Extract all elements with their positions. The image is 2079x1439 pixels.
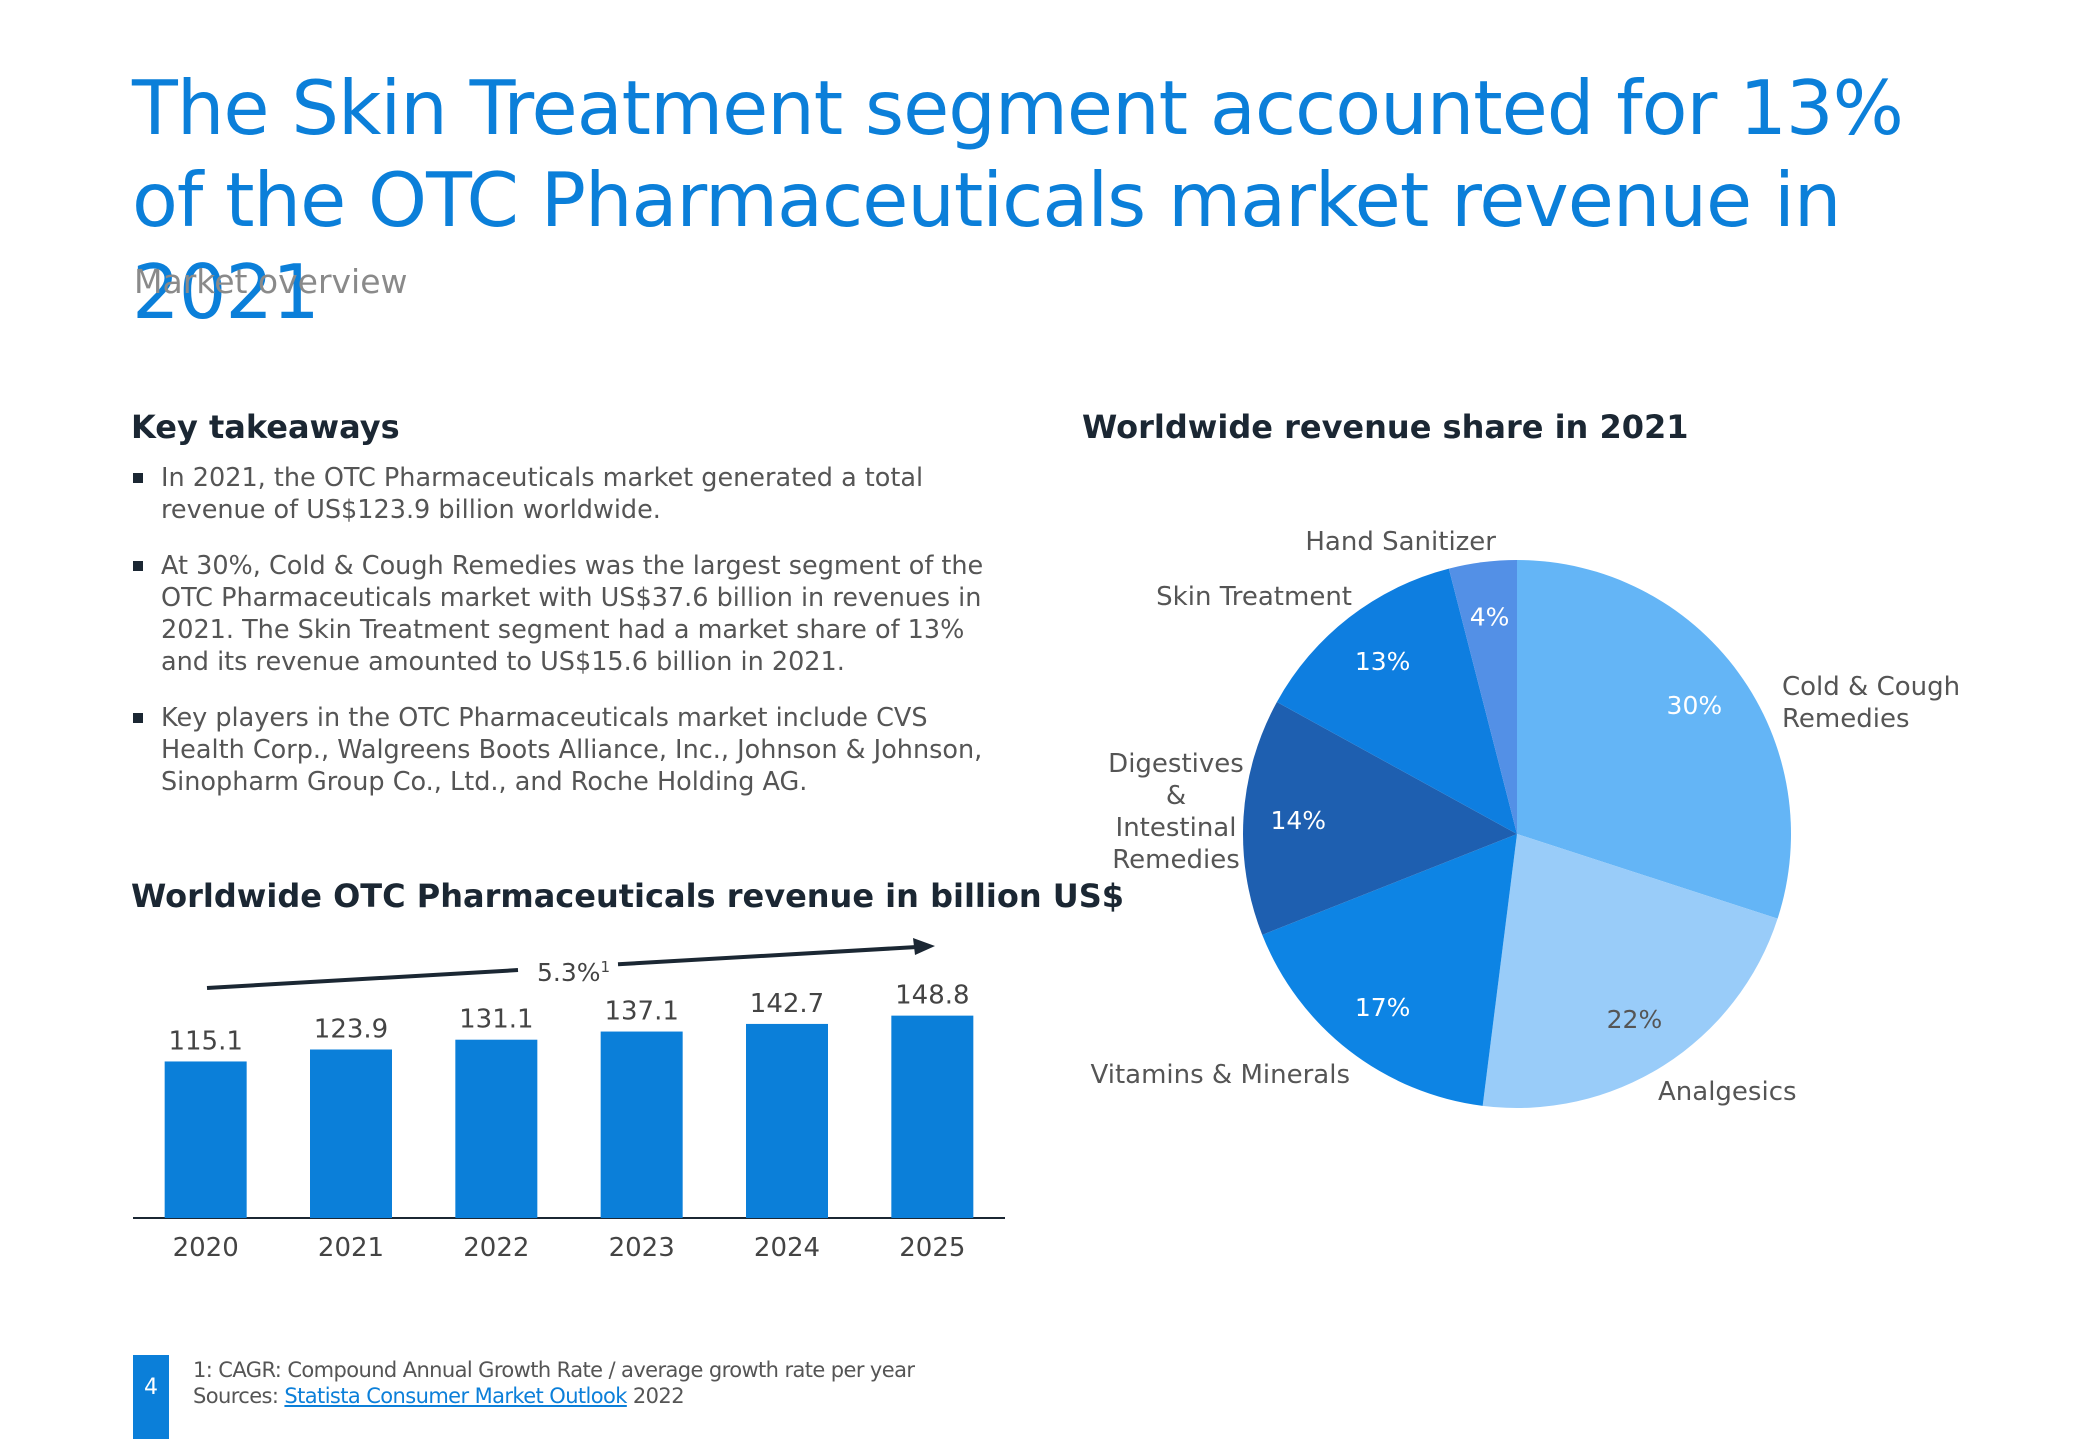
pie-category-label-line: Intestinal (1116, 813, 1237, 843)
pie-value-label: 17% (1355, 993, 1411, 1022)
pie-category-label: Vitamins & Minerals (1091, 1060, 1350, 1090)
pie-category-label: Hand Sanitizer (1305, 527, 1496, 557)
pie-value-label: 13% (1355, 647, 1411, 676)
footer-accent-bar (133, 1355, 169, 1439)
source-year: 2022 (632, 1384, 685, 1408)
pie-category-label-line: Digestives (1108, 749, 1244, 779)
bar (746, 1023, 828, 1218)
cagr-superscript: 1 (601, 958, 611, 976)
x-tick-label: 2025 (899, 1233, 965, 1263)
x-tick-label: 2024 (754, 1233, 820, 1263)
x-tick-label: 2023 (609, 1233, 675, 1263)
pie-value-label: 22% (1607, 1005, 1663, 1034)
x-tick-label: 2021 (318, 1233, 384, 1263)
pie-category-label-line: & (1166, 781, 1186, 811)
page-subtitle: Market overview (134, 262, 408, 301)
footnote: 1: CAGR: Compound Annual Growth Rate / a… (193, 1358, 915, 1382)
pie-slice (1448, 560, 1517, 834)
cagr-annotation: 5.3%1 (537, 958, 610, 987)
pie-slice (1482, 834, 1778, 1109)
bar-data-label: 137.1 (604, 997, 678, 1027)
pie-category-label-line: Cold & Cough (1782, 672, 1960, 702)
pie-category-label: Skin Treatment (1156, 582, 1352, 612)
bar-chart-title: Worldwide OTC Pharmaceuticals revenue in… (131, 877, 1125, 915)
pie-category-label-line: Analgesics (1658, 1077, 1797, 1107)
pie-category-label-line: Hand Sanitizer (1305, 527, 1496, 557)
sources-label: Sources: (193, 1384, 279, 1408)
cagr-arrow-line (617, 945, 918, 967)
bar-data-label: 115.1 (168, 1026, 242, 1056)
bar (600, 1031, 683, 1218)
pie-category-label: Cold & Cough Remedies (1782, 672, 1960, 734)
pie-value-label: 4% (1470, 603, 1510, 632)
source-link[interactable]: Statista Consumer Market Outlook (284, 1384, 627, 1408)
pie-chart-title: Worldwide revenue share in 2021 (1082, 408, 1689, 446)
page-number: 4 (144, 1375, 158, 1400)
page-title: The Skin Treatment segment accounted for… (132, 64, 1904, 336)
pie-value-label: 30% (1667, 691, 1723, 720)
x-tick-label: 2020 (173, 1233, 239, 1263)
bar-data-label: 131.1 (459, 1005, 533, 1035)
pie-slice (1276, 568, 1517, 834)
takeaway-item: Key players in the OTC Pharmaceuticals m… (132, 702, 1012, 798)
bar (455, 1039, 538, 1218)
cagr-arrow-head (913, 938, 935, 955)
pie-category-label-line: Vitamins & Minerals (1091, 1060, 1350, 1090)
bar-data-label: 148.8 (895, 981, 969, 1011)
takeaways-list: In 2021, the OTC Pharmaceuticals market … (132, 462, 1012, 822)
pie-category-label: Analgesics (1658, 1077, 1797, 1107)
bar-data-label: 142.7 (750, 989, 824, 1019)
bar (310, 1049, 392, 1218)
bar (164, 1061, 247, 1218)
takeaway-item: In 2021, the OTC Pharmaceuticals market … (132, 462, 1012, 526)
bar (891, 1015, 974, 1218)
bar-data-label: 123.9 (314, 1014, 388, 1044)
pie-category-label: Digestives & Intestinal Remedies (1108, 749, 1244, 875)
pie-category-label-line: Remedies (1782, 704, 1910, 734)
sources-line: Sources: Statista Consumer Market Outloo… (193, 1384, 685, 1408)
pie-slice (1243, 701, 1517, 935)
takeaway-item: At 30%, Cold & Cough Remedies was the la… (132, 550, 1012, 678)
pie-slice (1517, 560, 1791, 919)
pie-value-label: 14% (1270, 806, 1326, 835)
cagr-arrow-line (206, 968, 519, 990)
pie-category-label-line: Skin Treatment (1156, 582, 1352, 612)
pie-category-label-line: Remedies (1112, 845, 1240, 875)
x-tick-label: 2022 (463, 1233, 529, 1263)
pie-slice (1262, 834, 1517, 1106)
takeaways-heading: Key takeaways (131, 408, 400, 446)
